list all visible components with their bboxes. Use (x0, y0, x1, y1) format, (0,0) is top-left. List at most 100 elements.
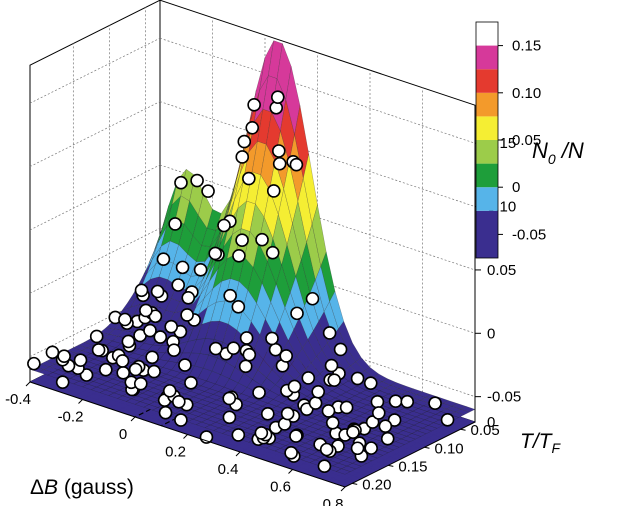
data-point (268, 342, 283, 357)
colorbar-segment (476, 187, 498, 211)
data-point (162, 384, 177, 398)
y-tick-mark (460, 428, 466, 431)
data-point (134, 283, 149, 298)
data-point (254, 426, 269, 440)
surface-cell (460, 406, 476, 413)
data-point (252, 385, 266, 400)
colorbar-label: N0 /N (532, 138, 584, 167)
data-point (346, 425, 360, 439)
data-point (272, 156, 287, 171)
data-point (99, 362, 113, 377)
colorbar-segment (476, 92, 498, 117)
y-tick-mark (388, 464, 394, 467)
x-tick-mark (288, 469, 293, 474)
data-point (237, 134, 252, 149)
data-point (145, 350, 159, 365)
data-point (73, 353, 88, 367)
z-tick-label: 0 (487, 414, 495, 431)
data-point (311, 385, 326, 399)
data-point (321, 404, 336, 418)
data-point (305, 291, 320, 306)
data-point (380, 431, 395, 446)
grid-line (29, 37, 161, 104)
grid-line (29, 101, 161, 167)
grid-line (29, 227, 161, 294)
grid-line (159, 101, 476, 207)
data-point (167, 343, 181, 358)
data-point (172, 394, 186, 409)
data-point (265, 331, 279, 346)
data-point (115, 354, 130, 368)
data-point (235, 233, 249, 248)
x-axis-ticks: -0.4 -0.2 0 0.2 0.4 0.6 0.8 (5, 381, 346, 506)
data-point (158, 405, 173, 420)
data-point (171, 278, 186, 292)
x-tick-mark (25, 381, 31, 387)
data-point (116, 366, 131, 380)
data-point (266, 184, 281, 198)
z-tick-label: -0.05 (487, 389, 521, 406)
grid-line (159, 37, 476, 144)
colorbar-tick-label: 0.15 (512, 38, 541, 55)
data-point (339, 400, 354, 415)
data-point (280, 406, 295, 421)
data-point (365, 415, 380, 429)
data-point (322, 326, 337, 340)
colorbar-segment (476, 140, 498, 164)
data-point (45, 345, 60, 360)
data-point (325, 415, 340, 430)
x-tick-mark (235, 451, 241, 457)
x-tick-mark (340, 486, 346, 492)
data-point (289, 157, 304, 172)
data-point (178, 358, 192, 372)
data-point (121, 334, 136, 349)
data-point (193, 263, 208, 277)
colorbar-tick-label: 0.10 (512, 85, 541, 102)
data-point (133, 376, 148, 391)
data-point (223, 288, 237, 303)
x-tick-label: 0.8 (323, 496, 344, 506)
data-point (324, 358, 339, 373)
data-point (265, 245, 280, 260)
data-point (350, 441, 365, 456)
data-point (231, 428, 246, 442)
data-point (231, 300, 246, 314)
x-tick-label: 0 (119, 426, 127, 443)
data-point (287, 379, 302, 394)
data-point (370, 395, 385, 409)
colorbar-tick-label: -0.05 (512, 226, 546, 243)
data-point (440, 413, 455, 427)
x-tick-mark (78, 399, 83, 404)
colorbar-segment (476, 116, 498, 140)
x-tick-label: -0.2 (58, 409, 84, 426)
colorbar-segment (476, 163, 498, 188)
x-tick-label: 0.4 (218, 461, 239, 478)
colorbar-segment (476, 210, 498, 258)
data-point (208, 341, 223, 356)
data-point (301, 371, 316, 385)
grid-line (29, 164, 161, 231)
y-tick-label: 0.05 (471, 422, 500, 439)
data-point (57, 349, 71, 363)
data-point (147, 364, 161, 379)
data-point (363, 376, 378, 390)
data-point (279, 349, 294, 363)
data-point (289, 429, 303, 443)
data-point (290, 306, 304, 321)
data-point (190, 173, 204, 188)
data-point (333, 342, 348, 357)
data-point (164, 319, 178, 334)
data-point (388, 394, 403, 408)
data-point (184, 376, 198, 390)
colorbar: -0.05 0 0.05 0.10 0.15 (475, 21, 546, 259)
x-axis-label: ΔB (gauss) (30, 476, 134, 499)
data-point (242, 171, 256, 186)
data-point (271, 144, 286, 158)
data-point (238, 359, 253, 374)
x-tick-mark (183, 434, 188, 439)
data-point (175, 260, 190, 275)
data-point (222, 391, 237, 406)
data-point (168, 217, 182, 231)
x-tick-label: 0.2 (165, 444, 186, 461)
data-point (89, 329, 104, 344)
